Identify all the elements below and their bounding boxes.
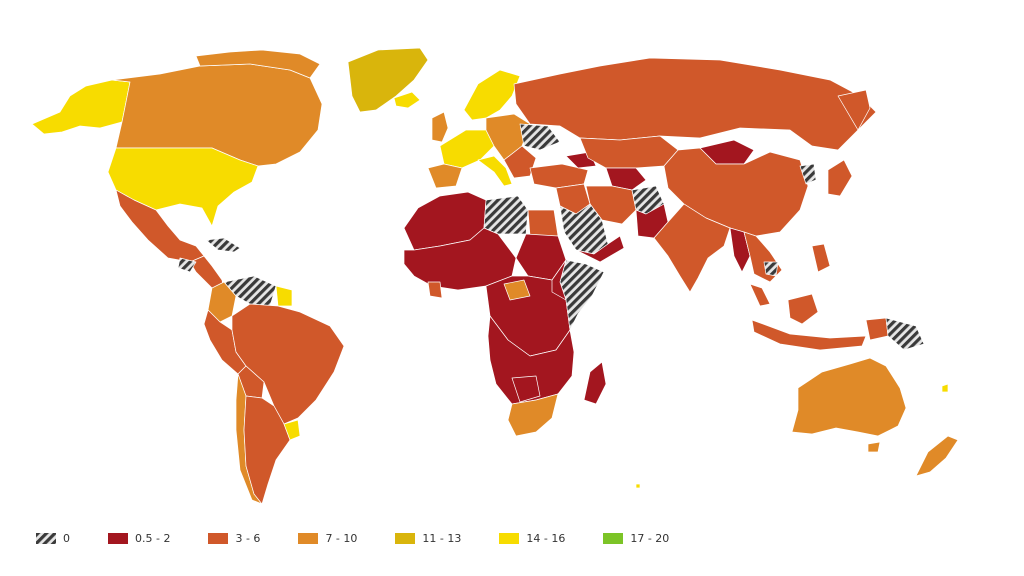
- region-scandinavia: [463, 69, 521, 121]
- legend-item-5: 14 - 16: [499, 532, 565, 545]
- region-argentina: [243, 395, 291, 505]
- region-botswana-namibia: [511, 375, 541, 403]
- region-myanmar: [729, 227, 751, 273]
- legend-swatch-2: [208, 532, 229, 544]
- legend-swatch-0: [36, 532, 56, 544]
- region-greenland: [347, 47, 429, 113]
- region-japan: [827, 159, 853, 197]
- legend-item-6: 17 - 20: [603, 532, 669, 545]
- region-india: [653, 203, 731, 293]
- region-egypt: [527, 209, 559, 237]
- legend-label-4: 11 - 13: [422, 531, 462, 545]
- region-philippines: [811, 243, 831, 273]
- region-uruguay: [283, 419, 301, 441]
- region-pacific-islands: [941, 383, 949, 393]
- region-indonesia: [751, 319, 867, 351]
- region-ethiopia: [551, 259, 567, 301]
- region-uk: [431, 111, 449, 143]
- region-alaska: [31, 79, 131, 135]
- region-madagascar: [583, 361, 607, 405]
- region-west-africa: [403, 227, 517, 291]
- region-ukraine: [519, 123, 561, 151]
- region-malaysia: [749, 283, 771, 307]
- region-car: [503, 279, 531, 301]
- region-north-korea: [799, 163, 817, 185]
- region-senegal-area: [427, 281, 443, 299]
- region-kamchatka: [837, 89, 871, 131]
- region-borneo: [787, 293, 819, 325]
- legend-label-0: 0: [63, 531, 70, 545]
- region-italy: [477, 155, 513, 187]
- region-iceland: [393, 91, 421, 109]
- legend-label-5: 14 - 16: [526, 531, 566, 545]
- region-cambodia: [763, 261, 779, 277]
- legend-label-2: 3 - 6: [235, 531, 261, 545]
- legend-item-1: 0.5 - 2: [108, 532, 170, 545]
- region-balkans: [503, 145, 537, 179]
- legend-swatch-1: [108, 532, 128, 544]
- legend-swatch-4: [395, 532, 416, 544]
- legend-item-2: 3 - 6: [208, 532, 260, 545]
- legend-swatch-5: [499, 532, 520, 544]
- region-canada-islands: [195, 49, 321, 79]
- map-legend: 0 0.5 - 2 3 - 6 7 - 10 11 - 13 14 - 16 1…: [36, 528, 707, 548]
- region-caribbean: [205, 237, 241, 253]
- legend-label-6: 17 - 20: [630, 531, 670, 545]
- region-yemen-oman: [575, 235, 625, 263]
- region-australia: [791, 357, 907, 437]
- region-new-zealand: [915, 435, 959, 477]
- region-libya: [483, 195, 529, 235]
- region-tasmania: [867, 441, 881, 453]
- region-iberia: [427, 163, 463, 189]
- region-south-atlantic-islands: [635, 483, 641, 489]
- legend-swatch-3: [298, 532, 319, 544]
- legend-item-4: 11 - 13: [395, 532, 461, 545]
- region-central-asia: [605, 167, 647, 191]
- region-russia: [513, 57, 877, 151]
- region-guyana-area: [275, 285, 293, 307]
- region-png: [885, 317, 925, 351]
- legend-item-0: 0: [36, 532, 70, 545]
- region-southern-africa: [487, 315, 575, 405]
- legend-label-3: 7 - 10: [325, 531, 358, 545]
- region-honduras-area: [177, 257, 197, 273]
- legend-item-3: 7 - 10: [298, 532, 357, 545]
- region-south-africa: [507, 393, 559, 437]
- region-papua: [865, 317, 889, 341]
- region-brazil: [231, 303, 345, 425]
- legend-swatch-6: [603, 532, 624, 544]
- legend-label-1: 0.5 - 2: [135, 531, 171, 545]
